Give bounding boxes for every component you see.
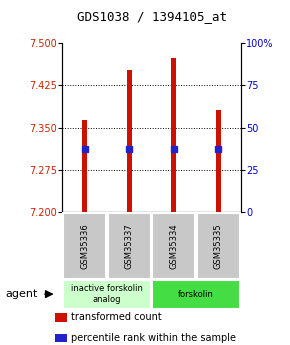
Text: percentile rank within the sample: percentile rank within the sample xyxy=(71,333,236,343)
Text: GSM35335: GSM35335 xyxy=(214,223,223,269)
Bar xyxy=(126,70,132,212)
Text: GSM35336: GSM35336 xyxy=(80,223,89,269)
Text: agent: agent xyxy=(6,289,38,299)
Text: GDS1038 / 1394105_at: GDS1038 / 1394105_at xyxy=(77,10,226,23)
Text: forskolin: forskolin xyxy=(178,289,214,299)
Text: GSM35337: GSM35337 xyxy=(125,223,134,269)
Text: GSM35334: GSM35334 xyxy=(169,223,178,269)
Bar xyxy=(216,110,221,212)
Text: transformed count: transformed count xyxy=(71,313,162,322)
Text: inactive forskolin
analog: inactive forskolin analog xyxy=(71,284,143,304)
Bar xyxy=(171,58,177,212)
Bar xyxy=(82,120,87,212)
